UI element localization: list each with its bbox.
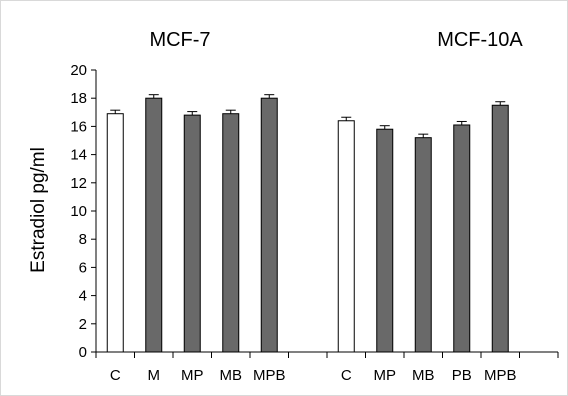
y-axis-title: Estradiol pg/ml (28, 147, 49, 273)
x-category-label: MB (412, 367, 435, 384)
bar-mcf-7-m (145, 97, 163, 353)
panel-title-2: MCF-10A (437, 29, 523, 51)
bar-mcf-10a-c (337, 120, 355, 353)
x-category-label: MB (220, 367, 243, 384)
x-category-label: C (110, 367, 121, 384)
y-tick-label: 0 (79, 344, 87, 361)
x-category-label: C (341, 367, 352, 384)
x-category-label: PB (452, 367, 472, 384)
y-tick-label: 6 (79, 259, 87, 276)
panel-title-1: MCF-7 (149, 29, 210, 51)
y-tick-label: 8 (79, 231, 87, 248)
x-category-label: MPB (253, 367, 286, 384)
x-category-label: MPB (484, 367, 517, 384)
x-category-label: MP (374, 367, 397, 384)
x-category-label: MP (181, 367, 204, 384)
y-tick-label: 20 (70, 62, 87, 79)
bar-mcf-7-mp (183, 114, 201, 353)
bar-mcf-7-c (106, 113, 124, 353)
y-tick-label: 10 (70, 203, 87, 220)
y-tick-label: 16 (70, 118, 87, 135)
x-category-label: M (148, 367, 161, 384)
y-tick-label: 14 (70, 147, 87, 164)
y-tick-label: 2 (79, 316, 87, 333)
bar-mcf-10a-pb (453, 124, 471, 353)
y-tick-label: 12 (70, 175, 87, 192)
y-tick-label: 18 (70, 90, 87, 107)
bar-mcf-7-mpb (260, 97, 278, 353)
bar-mcf-10a-mpb (491, 104, 509, 353)
y-tick-label: 4 (79, 288, 87, 305)
bar-mcf-10a-mb (414, 137, 432, 353)
bar-mcf-7-mb (222, 113, 240, 353)
bar-mcf-10a-mp (376, 128, 394, 353)
